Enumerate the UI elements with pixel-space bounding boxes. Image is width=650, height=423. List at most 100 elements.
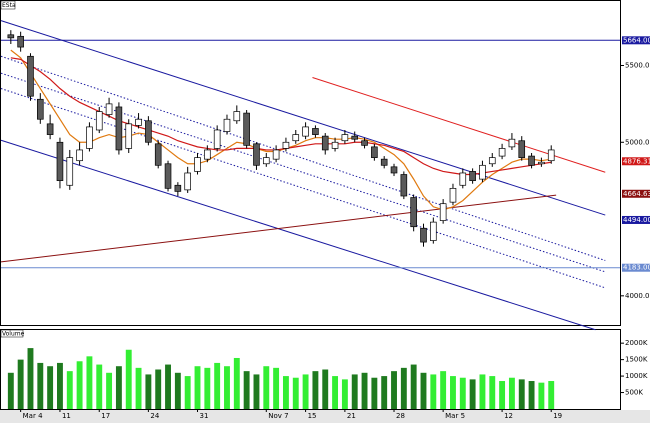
candle-body bbox=[400, 174, 408, 197]
volume-bar bbox=[76, 361, 83, 409]
volume-bar bbox=[233, 357, 240, 409]
candle-body bbox=[213, 129, 221, 149]
candle-body bbox=[390, 166, 398, 174]
candle-body bbox=[17, 35, 24, 48]
volume-bar bbox=[253, 374, 260, 409]
x-tick-label: Mar 5 bbox=[445, 412, 465, 420]
candle-body bbox=[253, 143, 260, 166]
candle-body bbox=[86, 126, 93, 149]
price-tag bbox=[622, 157, 650, 166]
volume-tick-label: 2000K bbox=[625, 339, 648, 347]
candle-body bbox=[194, 157, 201, 172]
volume-bar bbox=[57, 362, 63, 409]
volume-bar bbox=[7, 372, 14, 409]
trend-line bbox=[0, 72, 606, 273]
volume-bar bbox=[322, 369, 329, 409]
volume-bar bbox=[302, 374, 309, 409]
candle-body bbox=[7, 34, 15, 39]
candle-body bbox=[508, 138, 516, 148]
volume-bar bbox=[400, 367, 407, 409]
volume-bar bbox=[528, 381, 535, 409]
candle-body bbox=[479, 164, 486, 180]
x-tick-label: 31 bbox=[200, 412, 209, 420]
candle-body bbox=[547, 149, 555, 162]
candle-body bbox=[518, 140, 526, 158]
candle-body bbox=[420, 227, 427, 243]
volume-bar bbox=[194, 366, 201, 409]
candle-body bbox=[439, 203, 447, 221]
candle-body bbox=[331, 141, 339, 149]
volume-bar bbox=[430, 374, 437, 409]
volume-panel bbox=[0, 329, 621, 410]
price-tag bbox=[622, 36, 650, 45]
symbol: ESta bbox=[2, 2, 16, 9]
volume-tick-label: 500K bbox=[625, 389, 643, 397]
candle-body bbox=[262, 157, 270, 165]
candle-body bbox=[243, 112, 250, 146]
candle-body bbox=[56, 141, 64, 182]
price-tag-label: 4494.00 bbox=[623, 216, 650, 224]
y-tick-label: 5500.00 bbox=[625, 61, 650, 69]
symbol-box bbox=[0, 0, 16, 10]
candle-body bbox=[46, 123, 54, 135]
candle-body bbox=[410, 197, 417, 228]
candle-body bbox=[538, 161, 545, 165]
candle-body bbox=[282, 141, 290, 149]
volume-bar bbox=[263, 366, 270, 409]
price-tag-label: 4876.31 bbox=[623, 157, 650, 165]
volume-bar bbox=[459, 377, 466, 409]
volume-bar bbox=[86, 356, 93, 409]
volume-bar bbox=[332, 376, 339, 409]
volume-bar bbox=[214, 362, 221, 409]
x-tick-label: 15 bbox=[308, 412, 317, 420]
x-tick-label: 11 bbox=[62, 412, 71, 420]
volume-bar bbox=[66, 371, 73, 409]
trend-line bbox=[0, 20, 606, 216]
candle-body bbox=[321, 135, 329, 151]
x-tick-label: 12 bbox=[504, 412, 513, 420]
candle-body bbox=[371, 146, 378, 158]
trend-line bbox=[0, 139, 596, 331]
volume-tick-label: 1000K bbox=[625, 372, 648, 380]
price-tag-label: 4183.00 bbox=[623, 264, 650, 272]
candle-body bbox=[292, 134, 300, 142]
volume-bar bbox=[538, 382, 545, 409]
x-tick-label: 24 bbox=[150, 412, 159, 420]
candle-body bbox=[272, 149, 280, 160]
volume-bar bbox=[27, 348, 34, 409]
volume-bar bbox=[410, 364, 417, 409]
volume-bar bbox=[135, 367, 142, 409]
candle-body bbox=[380, 158, 388, 166]
volume-bar bbox=[47, 366, 54, 409]
volume-bar bbox=[115, 366, 122, 409]
x-tick-label: 17 bbox=[101, 412, 110, 420]
volume-bar bbox=[106, 372, 113, 409]
volume-bar bbox=[391, 371, 397, 409]
candle-body bbox=[125, 123, 133, 149]
volume-bar bbox=[17, 359, 24, 409]
volume-bar bbox=[381, 376, 388, 409]
candle-body bbox=[459, 172, 467, 186]
candle-body bbox=[115, 106, 123, 151]
candle-body bbox=[469, 171, 476, 182]
volume-bar bbox=[37, 362, 44, 409]
x-tick-label: 21 bbox=[347, 412, 356, 420]
volume-bar bbox=[420, 372, 427, 409]
price-tag-label: 5664.00 bbox=[623, 36, 650, 44]
candle-body bbox=[76, 149, 83, 162]
volume-bar bbox=[489, 376, 496, 409]
volume-bar bbox=[371, 377, 378, 409]
candle-body bbox=[27, 55, 34, 97]
x-tick-label: Nov 7 bbox=[268, 412, 288, 420]
candle-body bbox=[430, 221, 437, 241]
volume-bar bbox=[224, 366, 230, 409]
volume-bar bbox=[145, 374, 152, 409]
price-tag bbox=[622, 263, 650, 272]
candle-body bbox=[105, 103, 113, 115]
x-axis-band bbox=[0, 410, 650, 423]
volume-bar bbox=[508, 377, 515, 409]
x-tick-label: 19 bbox=[553, 412, 562, 420]
price-tag bbox=[622, 189, 650, 198]
candle-body bbox=[361, 140, 368, 146]
